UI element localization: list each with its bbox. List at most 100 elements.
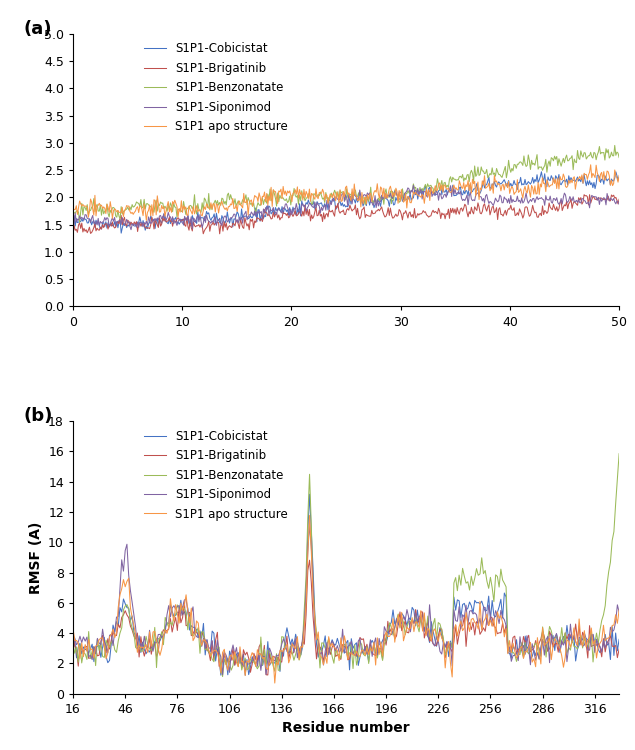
S1P1 apo structure [69,204,77,213]
S1P1-Brigatinib [364,211,372,220]
S1P1 apo structure [605,167,612,176]
Line: S1P1 apo structure: S1P1 apo structure [73,515,619,683]
S1P1-Brigatinib [69,626,77,634]
S1P1-Brigatinib [615,644,623,653]
S1P1-Cobicistat [305,490,313,499]
Line: S1P1-Cobicistat: S1P1-Cobicistat [73,494,619,675]
S1P1-Brigatinib [615,195,623,204]
S1P1-Benzonatate [366,193,373,202]
S1P1 apo structure [441,664,449,673]
S1P1-Cobicistat [518,181,526,190]
S1P1-Cobicistat [241,670,249,680]
S1P1-Siponimod [127,225,135,234]
Legend: S1P1-Cobicistat, S1P1-Brigatinib, S1P1-Benzonatate, S1P1-Siponimod, S1P1 apo str: S1P1-Cobicistat, S1P1-Brigatinib, S1P1-B… [144,430,288,520]
S1P1 apo structure [518,189,526,198]
S1P1-Benzonatate [615,449,623,458]
S1P1-Cobicistat [441,643,449,652]
S1P1-Cobicistat [438,632,446,640]
S1P1-Brigatinib [406,619,414,628]
S1P1-Brigatinib [372,651,380,660]
S1P1-Siponimod [594,640,602,649]
S1P1-Cobicistat [69,630,77,639]
Line: S1P1-Benzonatate: S1P1-Benzonatate [73,146,619,222]
S1P1 apo structure [83,646,91,656]
S1P1 apo structure [615,171,623,180]
S1P1-Benzonatate [333,193,340,202]
S1P1-Benzonatate [69,640,77,649]
S1P1-Cobicistat [372,649,380,658]
S1P1-Brigatinib [441,653,449,662]
S1P1-Siponimod [410,181,417,190]
S1P1 apo structure [366,190,373,199]
S1P1-Benzonatate [518,158,526,167]
S1P1-Siponimod [605,194,612,202]
X-axis label: Residue number: Residue number [283,722,410,735]
S1P1-Benzonatate [436,620,444,628]
S1P1-Cobicistat [117,229,125,238]
Y-axis label: RMSF (A): RMSF (A) [29,521,43,593]
S1P1 apo structure [305,511,313,520]
S1P1-Benzonatate [592,628,600,638]
S1P1-Cobicistat [605,175,612,184]
Line: S1P1-Benzonatate: S1P1-Benzonatate [73,454,619,676]
S1P1-Cobicistat [366,200,373,209]
S1P1 apo structure [587,160,594,170]
S1P1-Brigatinib [328,206,336,214]
S1P1 apo structure [372,661,380,670]
S1P1-Siponimod [83,632,91,641]
S1P1-Benzonatate [83,655,91,664]
S1P1-Cobicistat [69,214,77,223]
S1P1 apo structure [594,642,602,651]
S1P1-Brigatinib [517,207,525,216]
S1P1 apo structure [615,605,623,614]
S1P1 apo structure [396,186,403,195]
S1P1 apo structure [330,188,337,197]
S1P1-Siponimod [519,199,526,208]
S1P1-Siponimod [372,634,380,643]
S1P1-Brigatinib [264,670,272,680]
S1P1-Siponimod [615,200,623,208]
Legend: S1P1-Cobicistat, S1P1-Brigatinib, S1P1-Benzonatate, S1P1-Siponimod, S1P1 apo str: S1P1-Cobicistat, S1P1-Brigatinib, S1P1-B… [144,43,288,134]
S1P1-Siponimod [438,650,446,658]
S1P1 apo structure [271,679,279,688]
S1P1-Siponimod [406,627,414,636]
S1P1-Siponimod [69,214,77,223]
S1P1-Siponimod [441,642,449,651]
S1P1-Benzonatate [330,190,337,199]
S1P1 apo structure [333,188,340,196]
S1P1-Cobicistat [333,203,340,212]
Line: S1P1 apo structure: S1P1 apo structure [73,165,619,220]
S1P1-Siponimod [305,520,313,530]
S1P1-Brigatinib [594,639,602,648]
S1P1-Benzonatate [405,617,413,626]
S1P1-Benzonatate [370,640,378,649]
S1P1-Cobicistat [83,646,91,655]
S1P1-Brigatinib [394,211,402,220]
S1P1-Benzonatate [615,153,623,162]
Line: S1P1-Siponimod: S1P1-Siponimod [73,185,619,230]
Line: S1P1-Cobicistat: S1P1-Cobicistat [73,172,619,233]
S1P1-Cobicistat [615,172,623,182]
S1P1-Siponimod [396,188,403,196]
Line: S1P1-Brigatinib: S1P1-Brigatinib [73,560,619,675]
S1P1-Brigatinib [332,201,340,210]
S1P1-Brigatinib [585,190,593,200]
S1P1-Cobicistat [594,645,602,654]
S1P1-Siponimod [366,188,373,197]
S1P1-Cobicistat [615,634,623,644]
S1P1-Benzonatate [76,217,83,226]
S1P1 apo structure [142,216,150,225]
S1P1-Siponimod [69,644,77,652]
S1P1-Benzonatate [396,198,403,207]
S1P1-Benzonatate [611,141,618,150]
S1P1 apo structure [406,624,414,633]
S1P1 apo structure [69,624,77,633]
S1P1-Benzonatate [219,672,227,681]
S1P1-Cobicistat [406,615,414,624]
S1P1-Cobicistat [538,167,545,176]
S1P1-Siponimod [615,608,623,616]
S1P1 apo structure [438,634,446,643]
S1P1-Brigatinib [603,196,611,205]
S1P1-Siponimod [219,670,227,680]
S1P1-Benzonatate [69,207,77,216]
